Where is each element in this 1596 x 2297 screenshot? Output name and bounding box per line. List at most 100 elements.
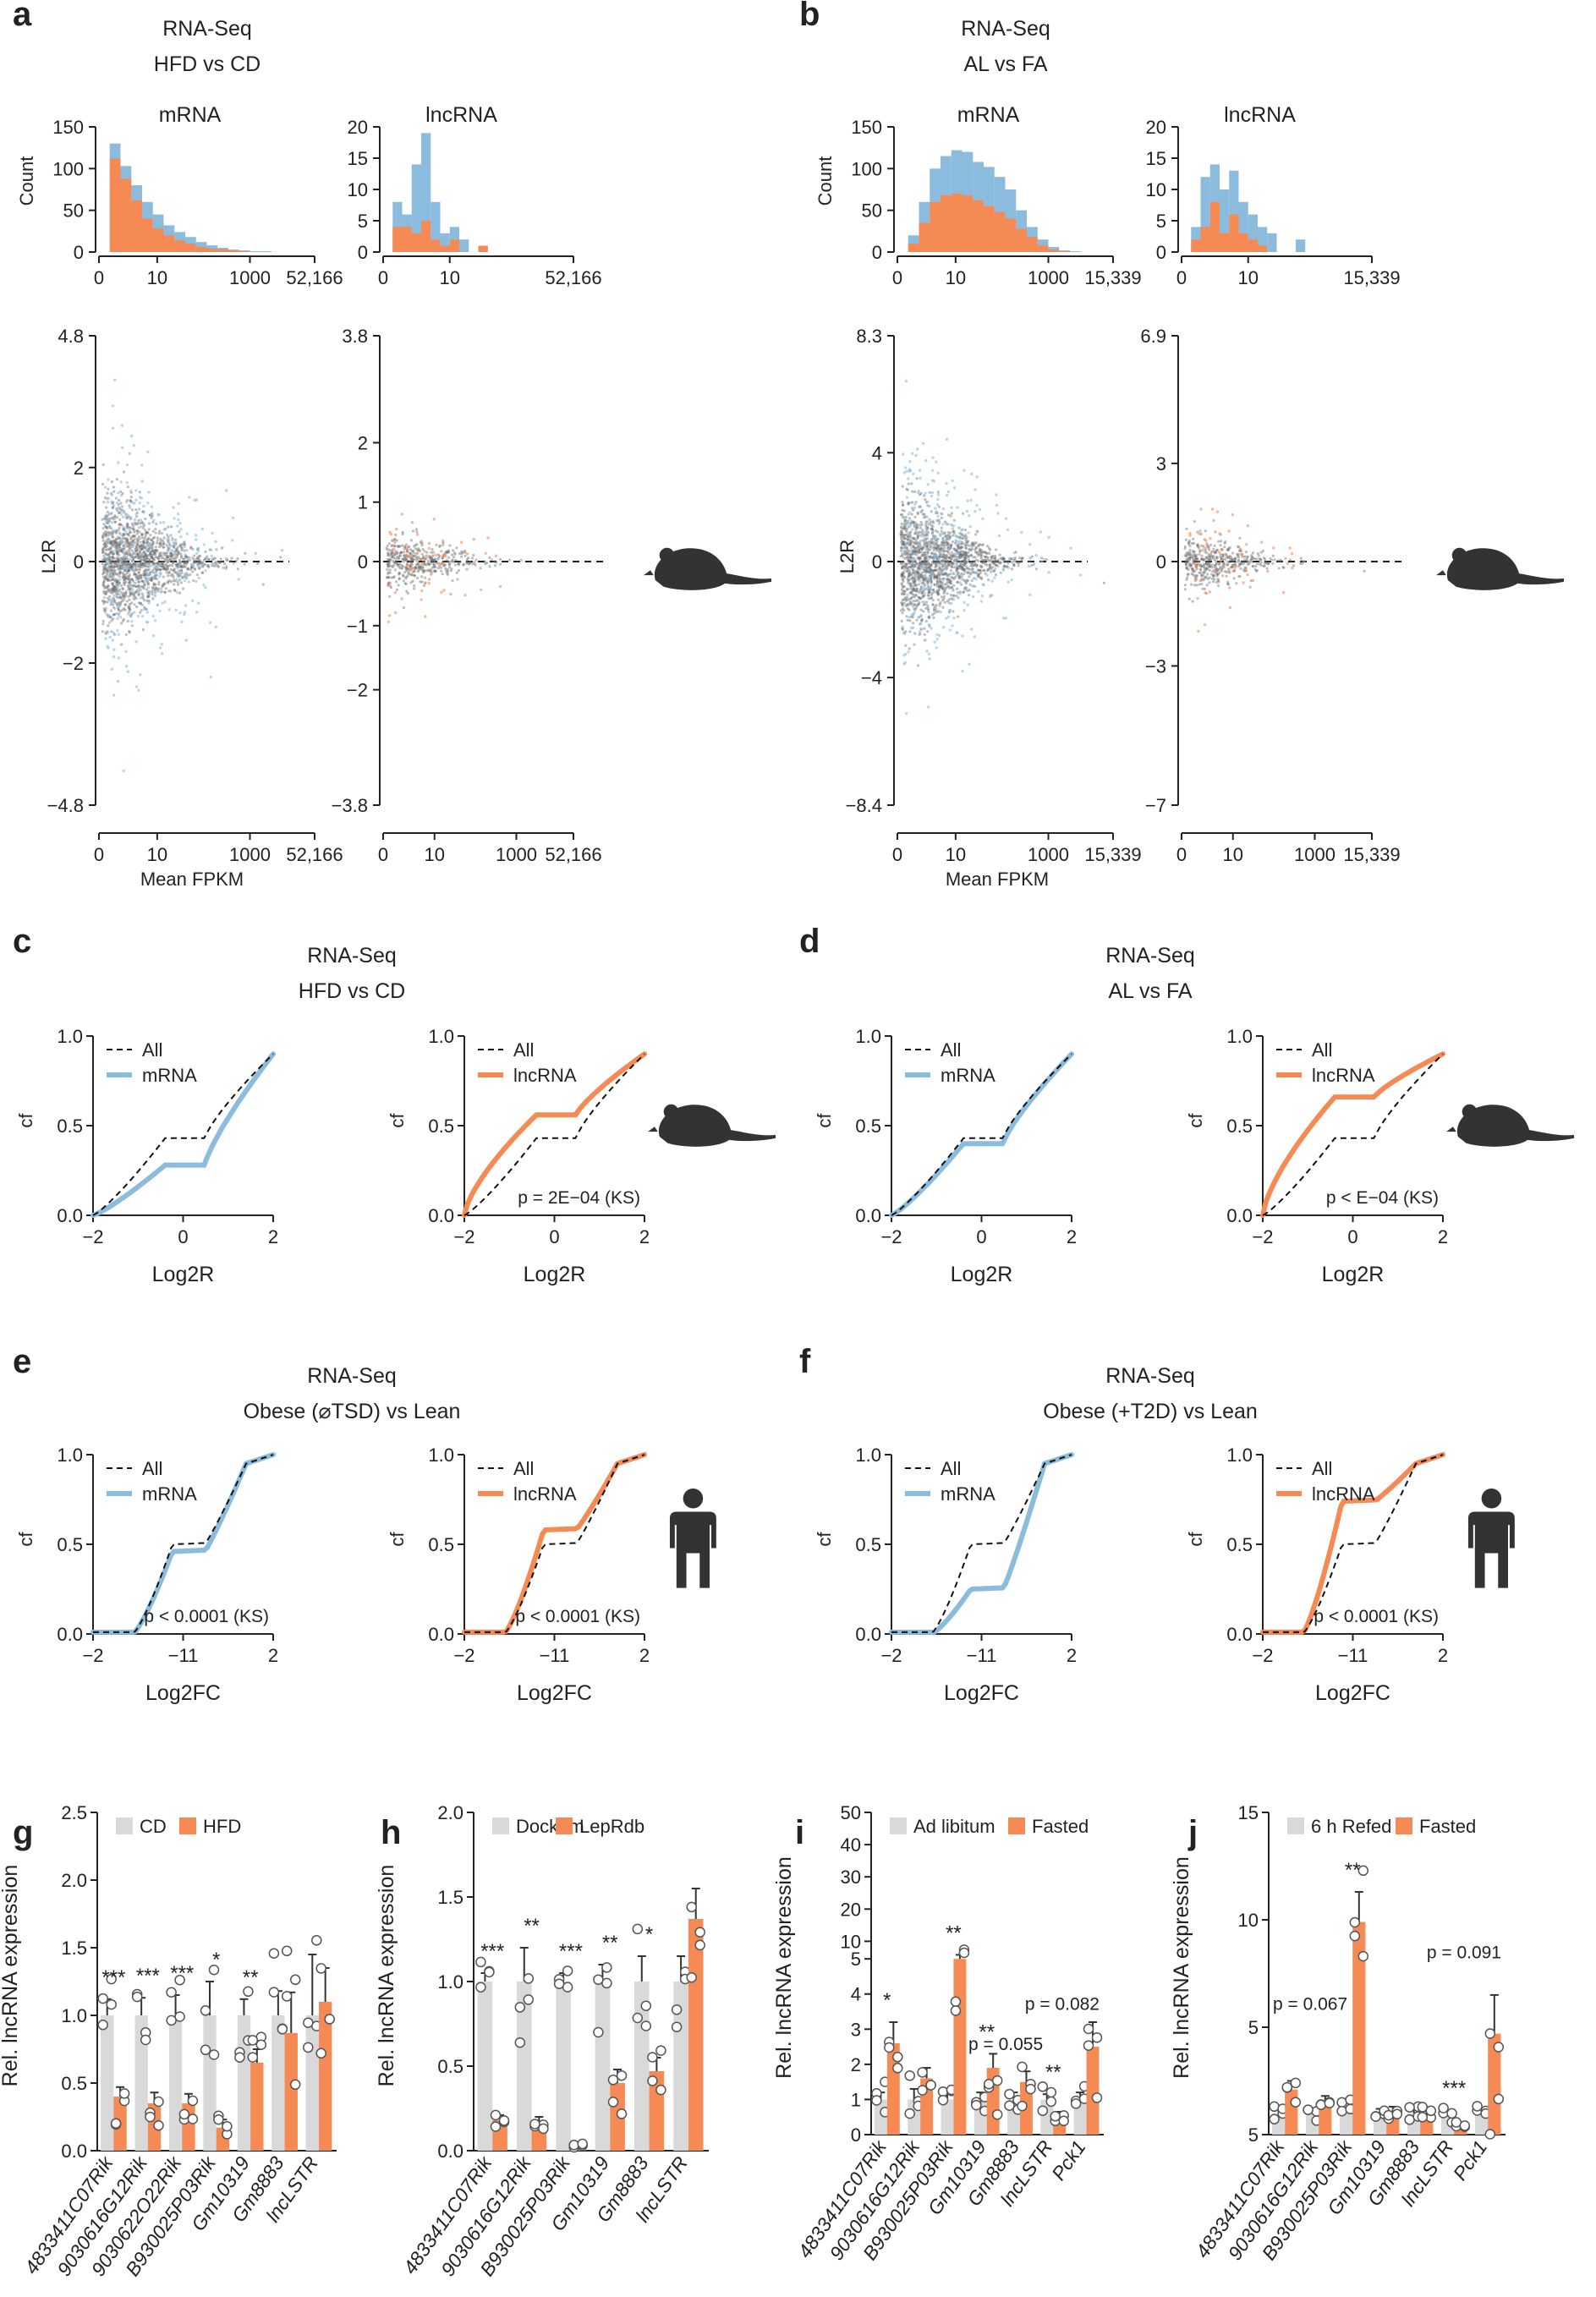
scatter-point — [441, 573, 444, 576]
scatter-point — [129, 553, 132, 556]
scatter-point-highlight — [925, 553, 929, 556]
scatter-point — [124, 560, 128, 563]
scatter-point — [112, 568, 116, 572]
scatter-point — [195, 559, 198, 562]
scatter-point-highlight — [919, 564, 924, 567]
scatter-point-highlight — [1040, 560, 1044, 563]
cdf-x-tick: 2 — [268, 1226, 278, 1247]
scatter-point — [403, 554, 406, 557]
scatter-point-highlight — [970, 472, 974, 476]
scatter-point — [159, 544, 162, 548]
scatter-point — [453, 563, 458, 567]
scatter-point — [401, 544, 404, 547]
scatter-point-highlight — [122, 769, 125, 773]
scatter-point — [947, 534, 951, 537]
scatter-point — [940, 526, 943, 529]
scatter-point-highlight — [940, 512, 943, 516]
scatter-point-highlight — [145, 548, 149, 552]
scatter-point — [171, 561, 174, 565]
scatter-y-tick: 6.9 — [1140, 326, 1166, 347]
scatter-point — [1189, 564, 1193, 567]
scatter-point — [103, 584, 107, 589]
scatter-point — [905, 615, 908, 618]
scatter-point — [930, 532, 934, 535]
scatter-point — [1212, 580, 1215, 584]
scatter-point — [144, 534, 147, 538]
scatter-point — [899, 513, 902, 517]
scatter-point-highlight — [494, 554, 498, 557]
cdf-y-label: cf — [15, 1113, 36, 1128]
replicate-point — [106, 1998, 117, 2010]
scatter-point — [154, 586, 157, 589]
scatter-point-highlight — [173, 517, 176, 520]
scatter-point — [450, 560, 453, 563]
scatter-point — [142, 551, 145, 554]
scatter-point — [147, 536, 151, 540]
scatter-point — [146, 591, 150, 595]
scatter-point — [114, 529, 118, 532]
scatter-point — [146, 595, 150, 599]
scatter-point — [123, 537, 126, 540]
scatter-point — [151, 541, 156, 545]
scatter-point — [137, 580, 141, 584]
scatter-point — [1243, 566, 1247, 569]
scatter-point — [420, 544, 424, 547]
scatter-point — [133, 572, 136, 575]
scatter-point-highlight — [975, 571, 979, 575]
cdf-x-tick: 2 — [268, 1645, 278, 1666]
scatter-point-highlight — [129, 555, 133, 559]
scatter-point — [133, 562, 136, 566]
scatter-point — [1237, 564, 1241, 568]
scatter-point-highlight — [105, 513, 108, 517]
scatter-point-highlight — [459, 540, 463, 544]
scatter-point — [389, 586, 393, 589]
scatter-point — [141, 562, 145, 565]
scatter-point — [198, 561, 201, 565]
scatter-point-highlight — [946, 573, 949, 577]
scatter-point — [182, 564, 185, 567]
scatter-point — [1187, 573, 1190, 576]
cdf-y-tick: 1.0 — [57, 1445, 83, 1466]
scatter-point — [1226, 560, 1230, 563]
scatter-point — [964, 556, 968, 560]
scatter-point-highlight — [254, 551, 257, 556]
scatter-point — [179, 581, 183, 584]
scatter-point-highlight — [112, 594, 116, 597]
scatter-point-highlight — [956, 631, 959, 634]
significance-stars: ** — [243, 1966, 259, 1989]
scatter-point-highlight — [442, 553, 445, 557]
scatter-point-highlight — [958, 592, 963, 595]
scatter-point — [119, 584, 123, 588]
scatter-point — [200, 561, 203, 564]
scatter-point — [110, 562, 113, 565]
scatter-point — [140, 603, 144, 606]
scatter-point — [151, 542, 155, 545]
scatter-point-highlight — [915, 532, 919, 535]
scatter-point — [125, 577, 129, 581]
scatter-point — [175, 548, 178, 551]
scatter-point — [105, 566, 108, 570]
scatter-point-highlight — [147, 577, 151, 581]
scatter-point — [134, 590, 138, 594]
scatter-point — [142, 556, 145, 561]
scatter-point-highlight — [913, 506, 917, 510]
scatter-point — [138, 556, 141, 559]
hist-x-tick: 10 — [946, 267, 966, 288]
scatter-point — [417, 548, 420, 551]
replicate-point — [153, 2096, 164, 2108]
scatter-point-highlight — [926, 583, 930, 587]
scatter-point — [133, 584, 136, 588]
scatter-point — [1201, 587, 1204, 590]
scatter-point — [149, 534, 152, 537]
scatter-point — [145, 557, 148, 561]
scatter-point-highlight — [952, 571, 955, 575]
scatter-point — [138, 556, 141, 561]
scatter-point — [132, 593, 135, 596]
scatter-point — [180, 549, 184, 552]
scatter-point — [151, 556, 154, 560]
scatter-point — [134, 581, 137, 585]
scatter-point — [908, 542, 913, 545]
scatter-point-highlight — [951, 588, 955, 591]
scatter-point-highlight — [1001, 567, 1005, 571]
scatter-point-highlight — [109, 573, 112, 576]
